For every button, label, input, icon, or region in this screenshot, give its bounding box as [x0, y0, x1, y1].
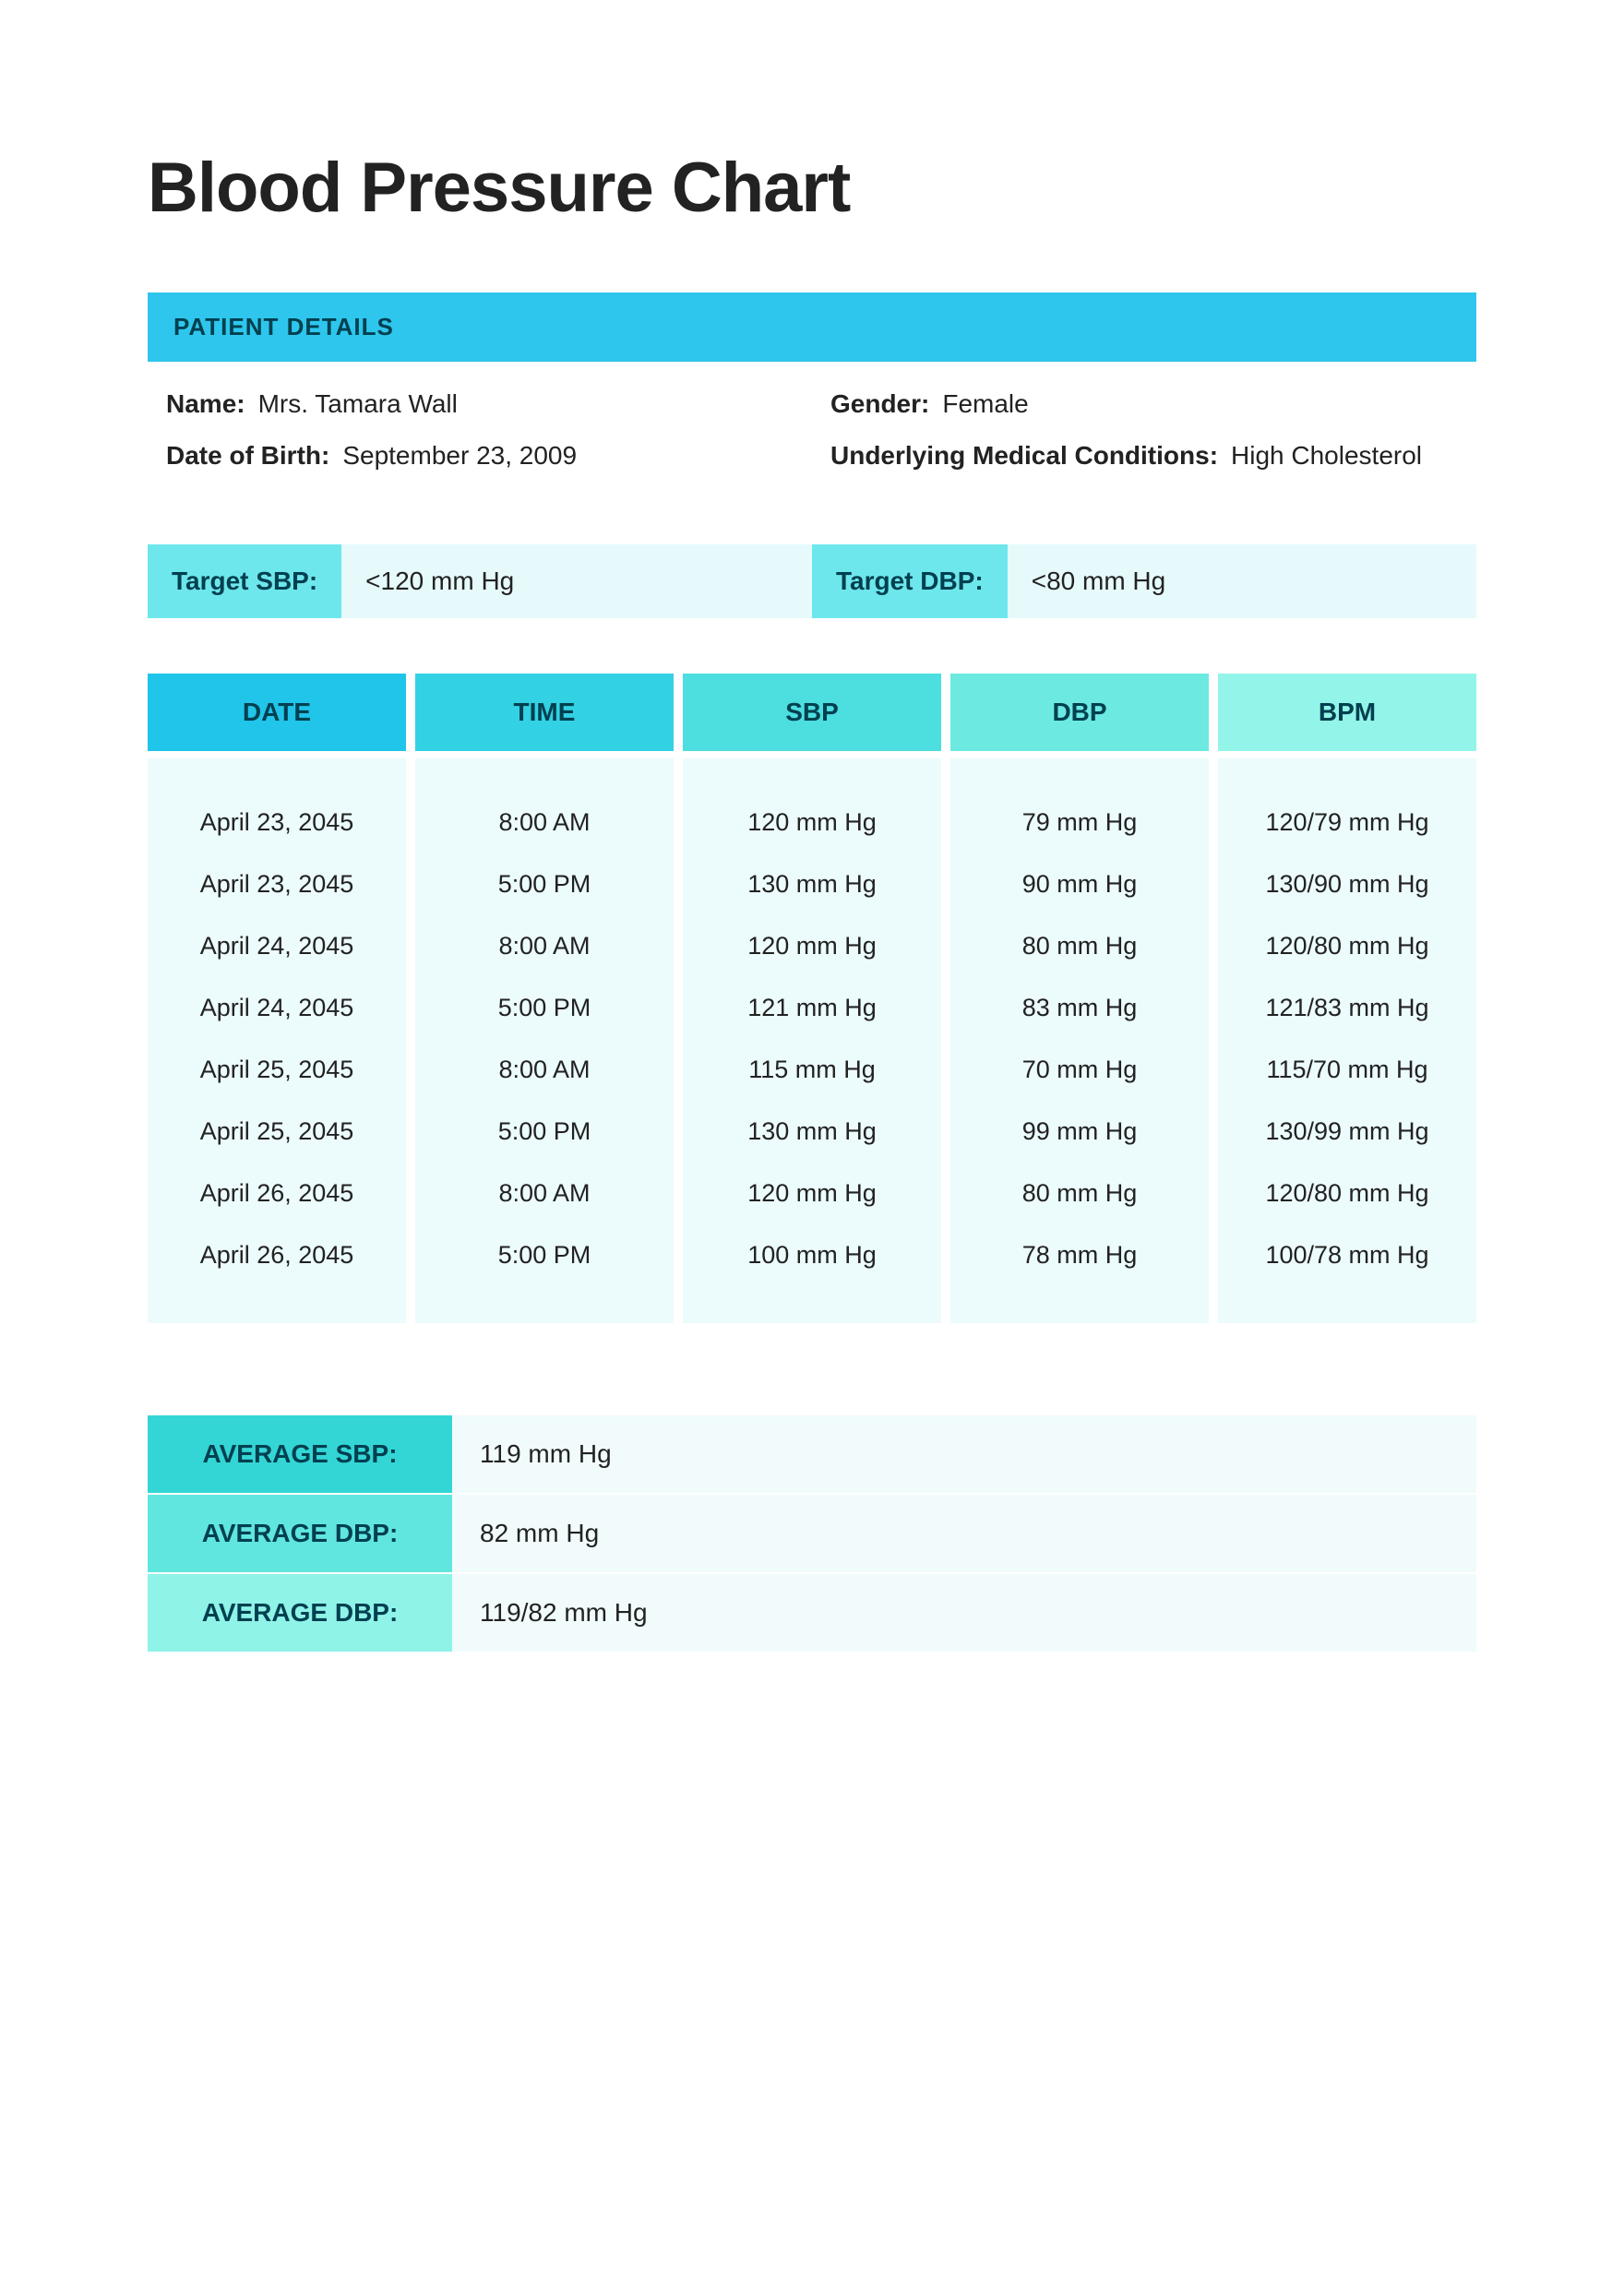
patient-conditions-label: Underlying Medical Conditions: — [830, 441, 1218, 471]
cell-sbp: 120 mm Hg — [683, 1163, 941, 1224]
target-dbp-label: Target DBP: — [812, 544, 1008, 618]
cell-sbp: 130 mm Hg — [683, 1101, 941, 1163]
cell-bpm: 100/78 mm Hg — [1218, 1224, 1476, 1286]
patient-conditions-row: Underlying Medical Conditions: High Chol… — [830, 441, 1458, 471]
col-bpm: 120/79 mm Hg130/90 mm Hg120/80 mm Hg121/… — [1218, 758, 1476, 1323]
cell-date: April 26, 2045 — [148, 1224, 406, 1286]
cell-bpm: 130/90 mm Hg — [1218, 853, 1476, 915]
target-sbp-label: Target SBP: — [148, 544, 341, 618]
col-header-date: DATE — [148, 674, 406, 751]
patient-details-header: PATIENT DETAILS — [148, 292, 1476, 362]
average-label: AVERAGE DBP: — [148, 1495, 452, 1572]
table-header-row: DATETIMESBPDBPBPM — [148, 674, 1476, 751]
cell-time: 8:00 AM — [415, 1163, 674, 1224]
patient-gender-row: Gender: Female — [830, 389, 1458, 419]
patient-details-grid: Name: Mrs. Tamara Wall Gender: Female Da… — [148, 362, 1476, 507]
target-dbp-value: <80 mm Hg — [1008, 544, 1190, 618]
cell-date: April 26, 2045 — [148, 1163, 406, 1224]
patient-dob-value: September 23, 2009 — [342, 441, 577, 471]
cell-sbp: 120 mm Hg — [683, 792, 941, 853]
patient-dob-label: Date of Birth: — [166, 441, 329, 471]
cell-dbp: 83 mm Hg — [950, 977, 1209, 1039]
cell-date: April 25, 2045 — [148, 1039, 406, 1101]
averages-section: AVERAGE SBP:119 mm HgAVERAGE DBP:82 mm H… — [148, 1415, 1476, 1652]
patient-name-value: Mrs. Tamara Wall — [258, 389, 458, 419]
cell-time: 8:00 AM — [415, 1039, 674, 1101]
cell-dbp: 78 mm Hg — [950, 1224, 1209, 1286]
table-body: April 23, 2045April 23, 2045April 24, 20… — [148, 758, 1476, 1323]
cell-dbp: 90 mm Hg — [950, 853, 1209, 915]
cell-date: April 24, 2045 — [148, 977, 406, 1039]
patient-name-label: Name: — [166, 389, 245, 419]
cell-date: April 23, 2045 — [148, 792, 406, 853]
patient-gender-value: Female — [942, 389, 1028, 419]
cell-dbp: 99 mm Hg — [950, 1101, 1209, 1163]
cell-time: 5:00 PM — [415, 1224, 674, 1286]
average-row: AVERAGE DBP:119/82 mm Hg — [148, 1574, 1476, 1652]
cell-sbp: 115 mm Hg — [683, 1039, 941, 1101]
target-sbp: Target SBP: <120 mm Hg — [148, 544, 812, 618]
average-row: AVERAGE SBP:119 mm Hg — [148, 1415, 1476, 1493]
targets-row: Target SBP: <120 mm Hg Target DBP: <80 m… — [148, 544, 1476, 618]
readings-table: DATETIMESBPDBPBPM April 23, 2045April 23… — [148, 674, 1476, 1323]
cell-dbp: 79 mm Hg — [950, 792, 1209, 853]
cell-bpm: 130/99 mm Hg — [1218, 1101, 1476, 1163]
patient-conditions-value: High Cholesterol — [1231, 441, 1422, 471]
page-title: Blood Pressure Chart — [148, 148, 1476, 228]
patient-name-row: Name: Mrs. Tamara Wall — [166, 389, 794, 419]
cell-time: 8:00 AM — [415, 915, 674, 977]
cell-dbp: 70 mm Hg — [950, 1039, 1209, 1101]
cell-bpm: 120/79 mm Hg — [1218, 792, 1476, 853]
cell-bpm: 120/80 mm Hg — [1218, 915, 1476, 977]
average-label: AVERAGE DBP: — [148, 1574, 452, 1652]
patient-gender-label: Gender: — [830, 389, 929, 419]
col-sbp: 120 mm Hg130 mm Hg120 mm Hg121 mm Hg115 … — [683, 758, 941, 1323]
col-header-dbp: DBP — [950, 674, 1209, 751]
average-value: 119/82 mm Hg — [452, 1574, 675, 1652]
target-sbp-value: <120 mm Hg — [341, 544, 538, 618]
cell-dbp: 80 mm Hg — [950, 915, 1209, 977]
col-header-time: TIME — [415, 674, 674, 751]
average-value: 119 mm Hg — [452, 1415, 639, 1493]
cell-sbp: 130 mm Hg — [683, 853, 941, 915]
cell-bpm: 115/70 mm Hg — [1218, 1039, 1476, 1101]
col-date: April 23, 2045April 23, 2045April 24, 20… — [148, 758, 406, 1323]
average-row: AVERAGE DBP:82 mm Hg — [148, 1495, 1476, 1572]
col-header-sbp: SBP — [683, 674, 941, 751]
average-value: 82 mm Hg — [452, 1495, 627, 1572]
cell-time: 5:00 PM — [415, 1101, 674, 1163]
col-dbp: 79 mm Hg90 mm Hg80 mm Hg83 mm Hg70 mm Hg… — [950, 758, 1209, 1323]
cell-sbp: 120 mm Hg — [683, 915, 941, 977]
cell-date: April 25, 2045 — [148, 1101, 406, 1163]
cell-bpm: 120/80 mm Hg — [1218, 1163, 1476, 1224]
col-time: 8:00 AM5:00 PM8:00 AM5:00 PM8:00 AM5:00 … — [415, 758, 674, 1323]
cell-time: 8:00 AM — [415, 792, 674, 853]
cell-date: April 23, 2045 — [148, 853, 406, 915]
cell-sbp: 100 mm Hg — [683, 1224, 941, 1286]
average-label: AVERAGE SBP: — [148, 1415, 452, 1493]
cell-date: April 24, 2045 — [148, 915, 406, 977]
cell-time: 5:00 PM — [415, 977, 674, 1039]
cell-sbp: 121 mm Hg — [683, 977, 941, 1039]
cell-time: 5:00 PM — [415, 853, 674, 915]
cell-bpm: 121/83 mm Hg — [1218, 977, 1476, 1039]
cell-dbp: 80 mm Hg — [950, 1163, 1209, 1224]
patient-dob-row: Date of Birth: September 23, 2009 — [166, 441, 794, 471]
target-dbp: Target DBP: <80 mm Hg — [812, 544, 1476, 618]
col-header-bpm: BPM — [1218, 674, 1476, 751]
